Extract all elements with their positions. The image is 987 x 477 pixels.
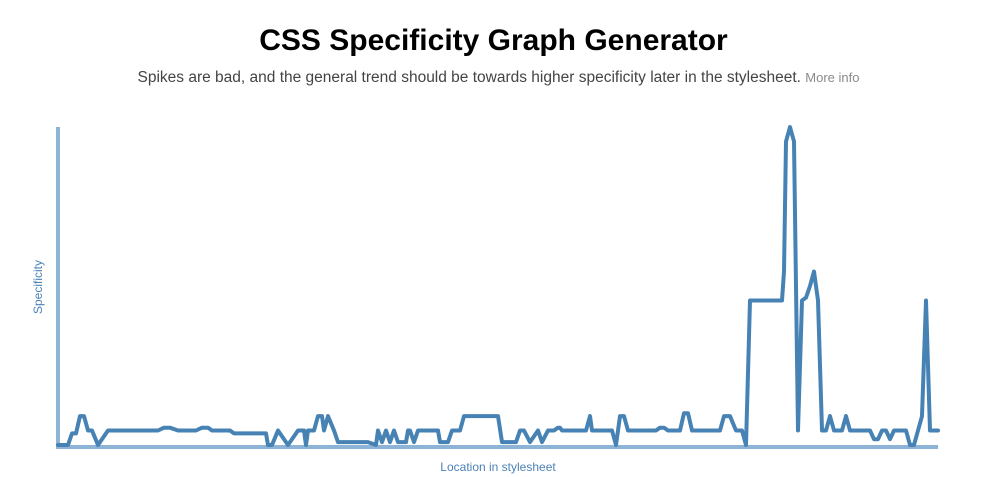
subtitle: Spikes are bad, and the general trend sh… [0,69,987,87]
x-axis-label: Location in stylesheet [440,460,556,474]
y-axis-label: Specificity [31,260,45,314]
specificity-line [56,125,940,447]
more-info-link[interactable]: More info [805,70,860,85]
subtitle-text: Spikes are bad, and the general trend sh… [137,69,801,86]
page-title: CSS Specificity Graph Generator [259,24,728,57]
